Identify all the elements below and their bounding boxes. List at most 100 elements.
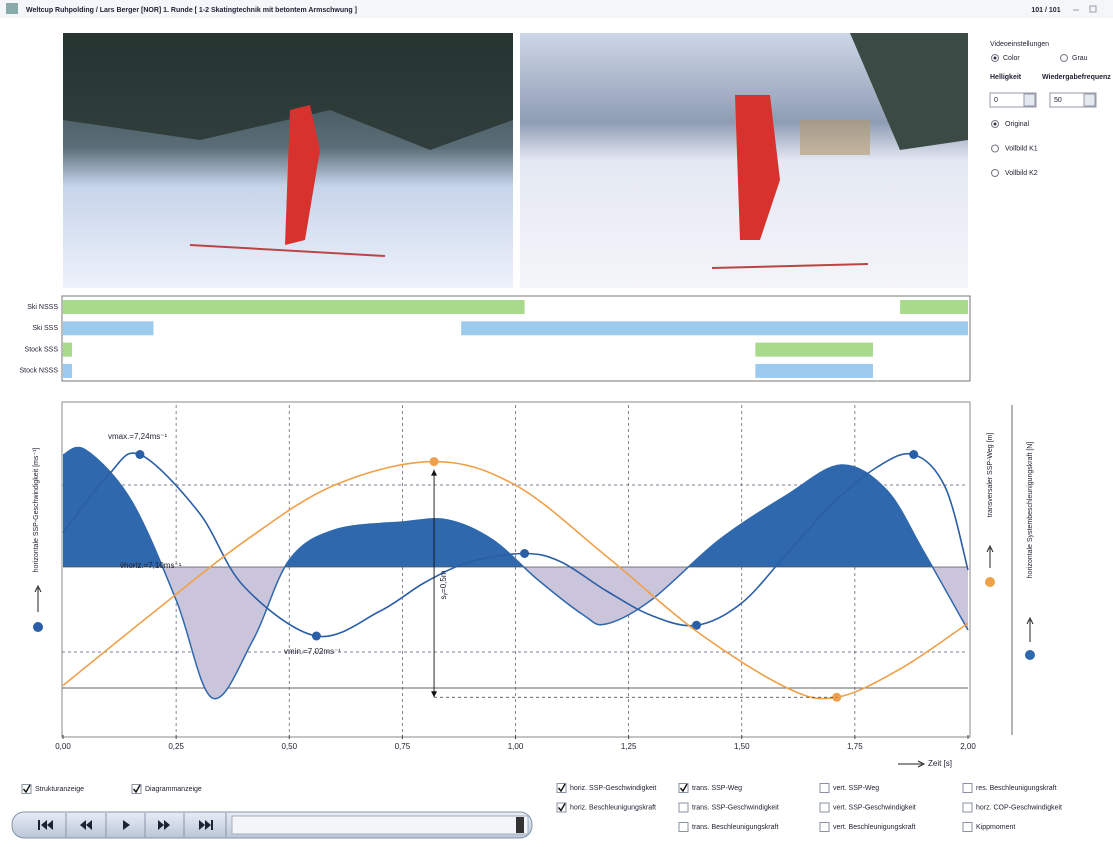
checkbox-label: horiz. SSP-Geschwindigkeit (570, 785, 656, 792)
y-axis-title: horizontale SSP-Geschwindigkeit [ms⁻¹] (33, 448, 40, 573)
x-tick-label: 0,25 (168, 742, 184, 751)
settings-title: Videoeinstellungen (990, 41, 1049, 48)
annotation: sᵧ=0,5m (439, 570, 448, 599)
extremum-marker (692, 620, 701, 630)
y3-axis-key (1025, 650, 1035, 660)
force-outline (62, 446, 969, 700)
video-trees (850, 33, 968, 150)
rate-label: Wiedergabefrequenz (1042, 74, 1111, 81)
checkbox-label: Strukturanzeige (35, 786, 84, 793)
checkbox-label: horz. COP-Geschwindigkeit (976, 804, 1062, 811)
video-fence (800, 120, 870, 155)
phase-bar (63, 342, 73, 357)
brightness-label: Helligkeit (990, 74, 1022, 81)
rate-value: 50 (1054, 97, 1062, 104)
video-skis (189, 244, 386, 257)
x-tick-label: 1,50 (734, 742, 750, 751)
radio-label: Color (1003, 55, 1020, 62)
spinner[interactable] (1023, 93, 1036, 107)
radio-dot (993, 56, 997, 60)
force-area (63, 447, 968, 699)
checkbox[interactable] (962, 783, 973, 793)
check-mark (22, 784, 31, 794)
x-tick-label: 0,00 (55, 742, 71, 751)
extremum-marker (311, 631, 321, 641)
phase-bar (461, 321, 968, 336)
button-forward[interactable] (158, 820, 170, 830)
video-athlete-2 (735, 95, 780, 240)
phase-bar (755, 363, 873, 378)
spinner[interactable] (1083, 93, 1096, 107)
x-tick-label: 1,75 (847, 742, 863, 751)
radio-label: Vollbild K2 (1005, 170, 1038, 177)
checkbox[interactable] (962, 802, 973, 813)
checkbox-label: Diagrammanzeige (145, 786, 202, 793)
phase-bar (755, 342, 873, 357)
radio-label: Original (1005, 121, 1030, 128)
checkbox[interactable] (962, 822, 973, 832)
y2-axis-key (985, 577, 995, 587)
phase-bar (63, 363, 73, 378)
axis-arrow (34, 584, 42, 612)
extremum-marker (520, 549, 530, 558)
annotation: v̄horiz.=7,10ms⁻¹ (120, 561, 182, 570)
phase-label: Stock NSSS (19, 368, 58, 375)
app-icon (6, 3, 18, 14)
checkbox[interactable] (678, 802, 689, 813)
position-slider[interactable] (231, 815, 529, 835)
checkbox[interactable] (556, 802, 567, 813)
checkbox[interactable] (819, 822, 830, 832)
axis-arrow (986, 544, 994, 568)
radio[interactable] (991, 144, 999, 153)
slider-thumb[interactable] (516, 817, 524, 833)
phase-bar (63, 300, 525, 314)
x-tick-label: 1,00 (508, 742, 524, 751)
radio-label: Grau (1072, 55, 1088, 62)
checkbox-label: res. Beschleunigungskraft (976, 785, 1057, 792)
checkbox[interactable] (819, 802, 830, 813)
radio-dot (993, 122, 997, 126)
phase-label: Stock SSS (25, 346, 59, 353)
video-athlete-1 (285, 105, 320, 245)
phase-bar (63, 321, 154, 336)
button-first[interactable] (38, 820, 53, 830)
button-separators (65, 813, 227, 837)
radio[interactable] (991, 169, 999, 177)
x-axis-arrow (898, 760, 926, 768)
y3-axis-title: horizontale Systembeschleunigungskraft [… (1027, 442, 1034, 579)
y-axis-key (33, 622, 43, 632)
checkbox-label: vert. SSP-Weg (833, 785, 879, 792)
checkbox[interactable] (678, 783, 689, 793)
phase-bar (900, 300, 968, 314)
button-last[interactable] (199, 820, 213, 830)
checkbox[interactable] (21, 784, 32, 794)
radio-label: Vollbild K1 (1005, 145, 1038, 152)
phase-label: Ski SSS (32, 325, 58, 332)
checkbox-label: vert. Beschleunigungskraft (833, 824, 916, 831)
video-skis (711, 263, 869, 269)
check-mark (132, 784, 141, 794)
radio-grau[interactable] (1060, 54, 1068, 62)
checkbox-label: vert. SSP-Geschwindigkeit (833, 804, 916, 811)
checkbox[interactable] (678, 822, 689, 832)
x-tick-label: 2,00 (960, 742, 976, 751)
button-back[interactable] (80, 820, 92, 830)
extremum-marker (909, 450, 919, 459)
x-tick-label: 0,75 (395, 742, 411, 751)
title-bar (0, 0, 1113, 18)
x-tick-label: 0,50 (281, 742, 297, 751)
checkbox-label: horiz. Beschleunigungskraft (570, 804, 656, 811)
checkbox-label: trans. SSP-Geschwindigkeit (692, 804, 779, 811)
maximize[interactable] (1089, 5, 1097, 13)
annotation: vmax.=7,24ms⁻¹ (108, 432, 167, 441)
x-axis-title: Zeit [s] (928, 759, 952, 768)
checkbox[interactable] (556, 783, 567, 793)
player-buttons (38, 820, 213, 830)
checkbox[interactable] (819, 783, 830, 793)
series-line (62, 452, 969, 638)
button-play[interactable] (123, 820, 130, 830)
extremum-marker (135, 450, 145, 459)
checkbox-label: trans. SSP-Weg (692, 785, 742, 792)
checkbox[interactable] (131, 784, 142, 794)
